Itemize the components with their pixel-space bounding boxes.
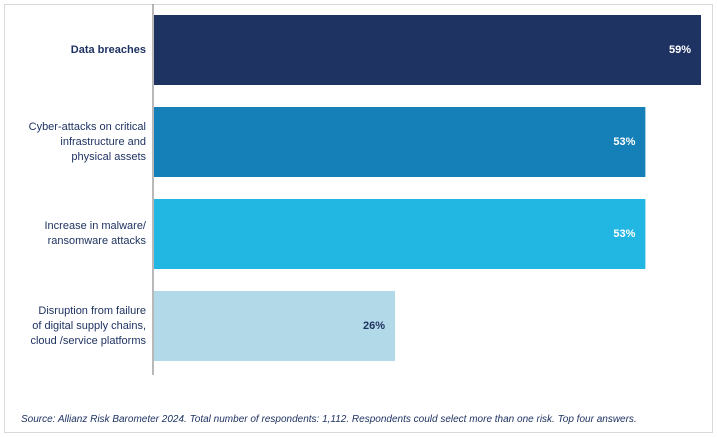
bar-3 [154,199,646,269]
category-label: Increase in malware/ransomware attacks [0,199,147,269]
category-label-line: of digital supply chains, [32,319,146,332]
bars-group [154,15,701,361]
category-label-line: ransomware attacks [47,235,146,247]
category-label: Data breaches [0,15,146,85]
source-note: Source: Allianz Risk Barometer 2024. Tot… [21,414,637,425]
value-label: 53% [613,136,636,148]
category-label-line: Cyber-attacks on critical [28,120,146,133]
chart-frame [4,4,713,433]
category-label: Disruption from failure of digital supply… [0,291,146,361]
bar-1 [154,15,701,85]
category-label-line: Data breaches [70,43,146,56]
bar-2 [154,107,646,177]
category-label: Cyber-attacks on critical infrastructure … [0,107,146,177]
value-label: 53% [613,228,636,240]
category-label-line: physical assets [71,150,146,163]
category-label-line: Increase in malware/ [44,220,147,232]
value-label: 26% [363,320,386,332]
category-label-line: cloud /service platforms [30,334,146,347]
category-label-line: Disruption from failure [38,304,146,317]
bar-4 [154,291,396,361]
category-label-line: infrastructure and [60,135,146,148]
value-label: 59% [668,44,691,56]
